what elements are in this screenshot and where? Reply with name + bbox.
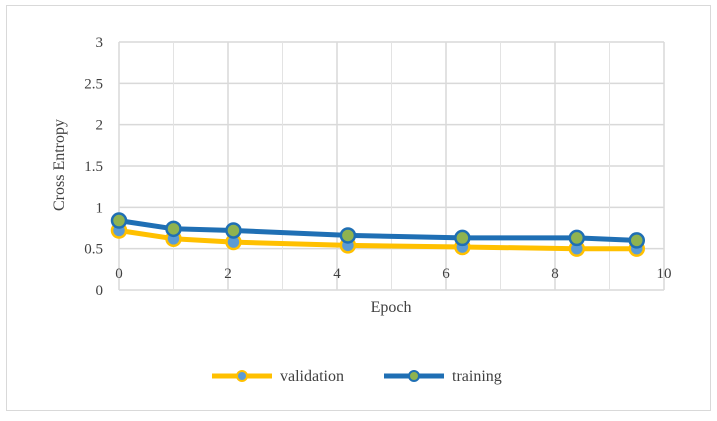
y-tick-label: 1 [96,200,104,216]
training-point [110,212,128,229]
x-tick-label: 8 [551,266,559,282]
x-axis-label: Epoch [371,299,412,316]
series-training [110,212,645,249]
y-tick-label: 2.5 [84,76,103,92]
x-tick-label: 4 [333,266,341,282]
legend: validation training [212,368,502,385]
y-tick-label: 0.5 [84,242,103,258]
training-point [454,229,471,247]
x-tick-label: 0 [115,266,123,282]
legend-item-validation: validation [212,368,344,385]
legend-label: validation [280,368,344,385]
x-tick-label: 6 [442,266,450,282]
x-tick-label: 10 [657,266,672,282]
x-tick-label: 2 [224,266,232,282]
training-point [339,227,357,244]
y-tick-label: 1.5 [84,159,103,175]
series-layer [110,212,645,257]
legend-marker [408,370,420,382]
legend-marker [236,370,248,382]
x-axis-ticks: 0 2 4 6 8 10 [115,266,671,282]
y-axis-ticks: 0 0.5 1 1.5 2 2.5 3 [84,35,103,299]
training-point [225,222,242,239]
training-point [628,232,645,249]
gridlines [118,41,665,291]
y-tick-label: 0 [96,283,104,299]
training-point [568,229,586,247]
y-tick-label: 3 [96,35,104,51]
training-point [165,220,182,238]
y-tick-label: 2 [96,118,104,134]
y-axis-label: Cross Entropy [51,119,68,211]
legend-item-training: training [384,368,502,385]
legend-label: training [452,368,502,385]
